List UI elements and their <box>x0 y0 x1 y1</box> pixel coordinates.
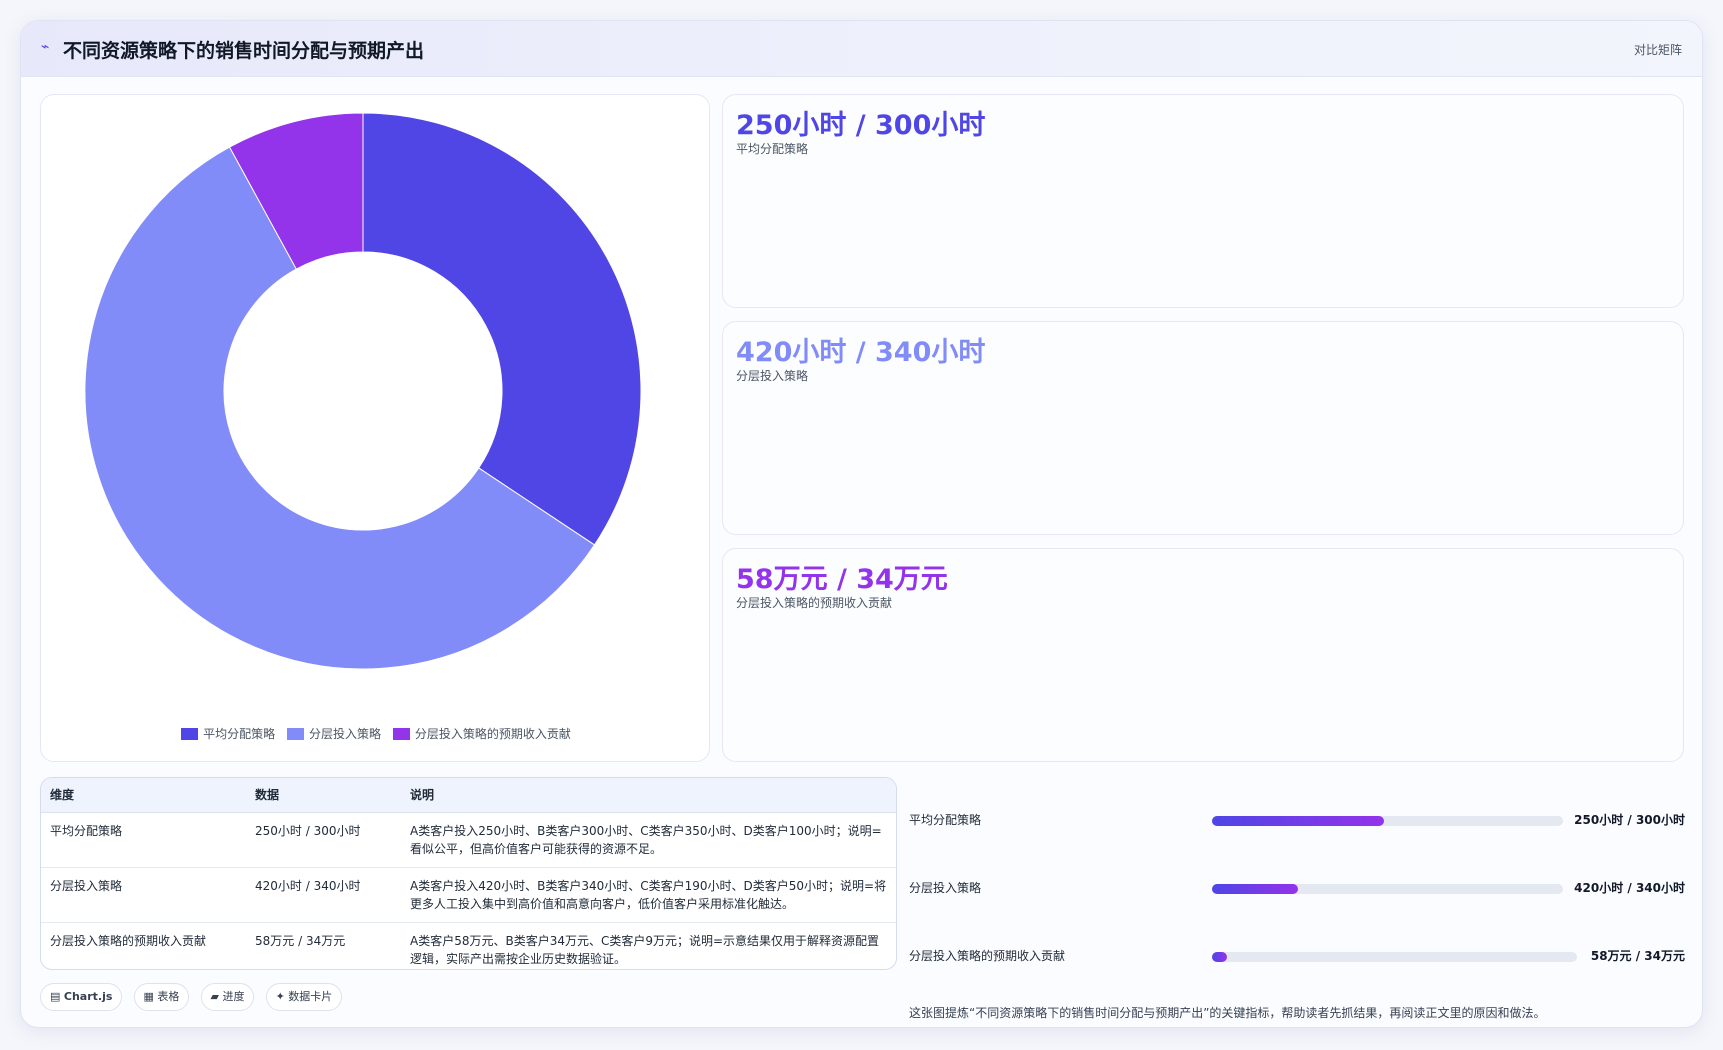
kpi-label: 分层投入策略的预期收入贡献 <box>736 596 893 610</box>
progress-fill <box>1212 952 1227 962</box>
legend-label: 分层投入策略 <box>308 727 381 741</box>
sparkle-icon: ✦ <box>275 990 285 1003</box>
table-cell: A类客户投入250小时、B类客户300小时、C类客户350小时、D类客户100小… <box>401 812 896 868</box>
doughnut-chart <box>84 112 642 670</box>
chip-label: Chart.js <box>63 990 113 1003</box>
kpi-value: 58万元 / 34万元 <box>736 564 948 595</box>
dashboard-panel: ⌁ 不同资源策略下的销售时间分配与预期产出 对比矩阵 平均分配策略 分层投入策略… <box>20 20 1703 1028</box>
chart-icon: ▤ <box>50 990 61 1003</box>
progress-icon: ▰ <box>210 990 219 1003</box>
progress-row: 分层投入策略的预期收入贡献 58万元 / 34万元 <box>909 943 1685 967</box>
progress-fill <box>1212 884 1298 894</box>
table-cell: A类客户58万元、B类客户34万元、C类客户9万元；说明=示意结果仅用于解释资源… <box>410 933 880 966</box>
legend-swatch <box>286 728 304 740</box>
legend-item[interactable]: 平均分配策略 <box>181 725 275 742</box>
table-cell: 250小时 / 300小时 <box>246 812 401 868</box>
legend-label: 平均分配策略 <box>203 727 276 741</box>
legend-item[interactable]: 分层投入策略 <box>286 725 381 742</box>
doughnut-slice-1[interactable] <box>362 112 642 546</box>
legend-swatch <box>181 728 199 740</box>
legend-label: 分层投入策略的预期收入贡献 <box>414 727 571 741</box>
progress-label: 分层投入策略的预期收入贡献 <box>909 949 1066 963</box>
progress-value: 250小时 / 300小时 <box>1574 813 1685 827</box>
chart-legend: 平均分配策略 分层投入策略 分层投入策略的预期收入贡献 <box>41 725 711 742</box>
kpi-card: 58万元 / 34万元 分层投入策略的预期收入贡献 <box>722 548 1684 762</box>
progress-label: 分层投入策略 <box>909 881 982 895</box>
table-cell: 分层投入策略的预期收入贡献 <box>50 933 207 948</box>
progress-track <box>1212 816 1563 826</box>
table-row: 分层投入策略 420小时 / 340小时 A类客户投入420小时、B类客户340… <box>41 867 896 923</box>
progress-fill <box>1212 816 1384 826</box>
chip-table[interactable]: ▦ 表格 <box>133 983 190 1011</box>
table-row: 平均分配策略 250小时 / 300小时 A类客户投入250小时、B类客户300… <box>41 812 896 868</box>
chip-progress[interactable]: ▰ 进度 <box>200 983 255 1011</box>
table-row: 分层投入策略的预期收入贡献 58万元 / 34万元 A类客户58万元、B类客户3… <box>41 922 896 969</box>
kpi-value: 420小时 / 340小时 <box>736 337 986 368</box>
data-table-card: 维度 数据 说明 平均分配策略 250小时 / 300小时 A类客户投入250小… <box>40 777 897 970</box>
column-header: 维度 <box>41 778 246 813</box>
kpi-label: 平均分配策略 <box>736 142 809 156</box>
chip-data-card[interactable]: ✦ 数据卡片 <box>265 983 343 1011</box>
view-tag: 对比矩阵 <box>1633 43 1682 57</box>
data-table: 维度 数据 说明 平均分配策略 250小时 / 300小时 A类客户投入250小… <box>41 778 896 969</box>
progress-row: 平均分配策略 250小时 / 300小时 <box>909 807 1685 831</box>
table-cell: 平均分配策略 <box>41 812 246 868</box>
table-cell: A类客户投入420小时、B类客户340小时、C类客户190小时、D类客户50小时… <box>401 867 896 923</box>
progress-value: 58万元 / 34万元 <box>1590 949 1685 963</box>
summary-note: 这张图提炼“不同资源策略下的销售时间分配与预期产出”的关键指标，帮助读者先抓结果… <box>909 1006 1546 1020</box>
progress-track <box>1212 884 1563 894</box>
chip-label: 数据卡片 <box>288 990 333 1003</box>
column-header: 数据 <box>246 778 401 813</box>
kpi-card: 420小时 / 340小时 分层投入策略 <box>722 321 1684 535</box>
table-cell: 420小时 / 340小时 <box>246 867 401 923</box>
chip-label: 表格 <box>157 990 180 1003</box>
kpi-label: 分层投入策略 <box>736 369 809 383</box>
table-cell: 58万元 / 34万元 <box>255 933 346 948</box>
legend-item[interactable]: 分层投入策略的预期收入贡献 <box>392 725 571 742</box>
table-icon: ▦ <box>143 990 154 1003</box>
chip-label: 进度 <box>222 990 245 1003</box>
kpi-card: 250小时 / 300小时 平均分配策略 <box>722 94 1684 308</box>
table-header-row: 维度 数据 说明 <box>41 778 896 813</box>
kpi-value: 250小时 / 300小时 <box>736 110 986 141</box>
table-cell: 分层投入策略 <box>41 867 246 923</box>
doughnut-chart-card: 平均分配策略 分层投入策略 分层投入策略的预期收入贡献 <box>40 94 710 762</box>
doughnut-slice-3[interactable] <box>228 112 364 270</box>
page-title: 不同资源策略下的销售时间分配与预期产出 <box>63 40 425 62</box>
column-header: 说明 <box>401 778 896 813</box>
progress-label: 平均分配策略 <box>909 813 982 827</box>
legend-swatch <box>392 728 410 740</box>
progress-track <box>1212 952 1577 962</box>
doughnut-slice-2[interactable] <box>84 146 596 670</box>
progress-row: 分层投入策略 420小时 / 340小时 <box>909 875 1685 899</box>
wave-icon: ⌁ <box>41 39 50 55</box>
chip-chartjs[interactable]: ▤ Chart.js <box>40 983 123 1011</box>
header: ⌁ 不同资源策略下的销售时间分配与预期产出 对比矩阵 <box>21 21 1702 77</box>
progress-value: 420小时 / 340小时 <box>1574 881 1685 895</box>
feature-chips: ▤ Chart.js ▦ 表格 ▰ 进度 ✦ 数据卡片 <box>40 983 348 1011</box>
